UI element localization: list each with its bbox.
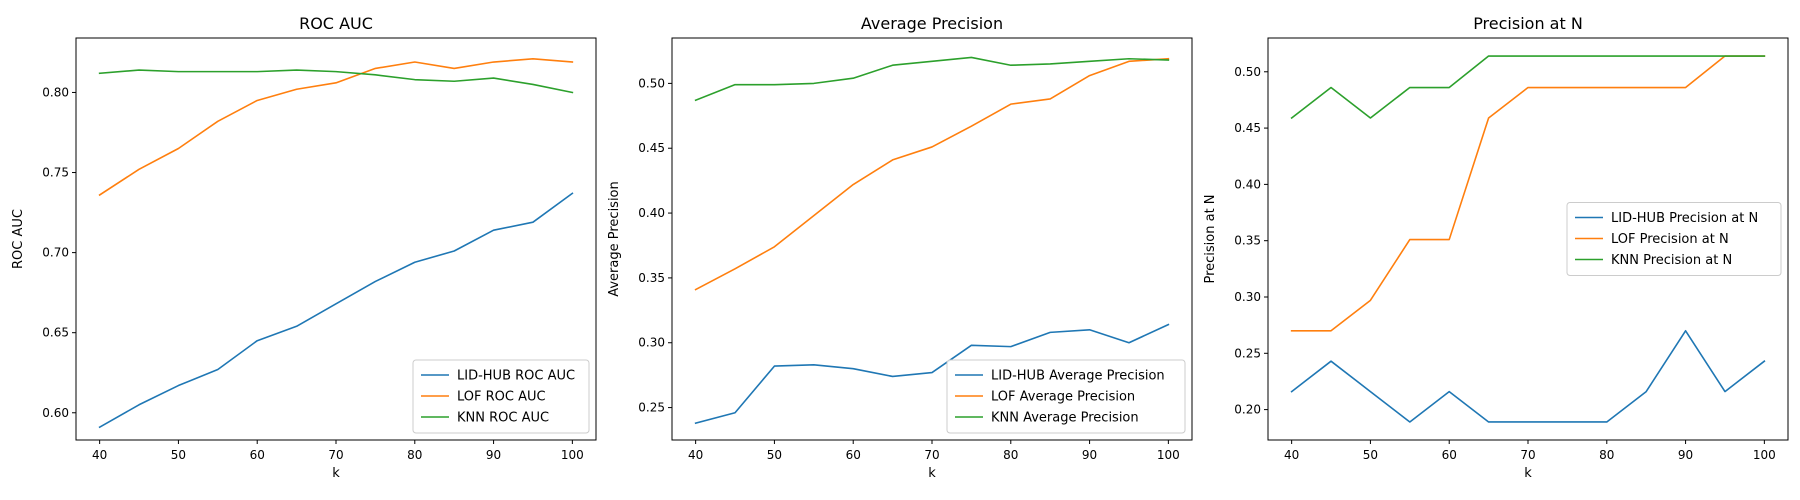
y-tick-label: 0.50	[638, 76, 665, 90]
x-tick-label: 100	[561, 448, 584, 462]
y-tick-label: 0.30	[638, 336, 665, 350]
series-line-2	[1290, 55, 1766, 332]
x-tick-label: 40	[1284, 448, 1299, 462]
x-tick-label: 100	[1157, 448, 1180, 462]
x-tick-label: 70	[328, 448, 343, 462]
legend-label: LOF Precision at N	[1611, 232, 1729, 247]
legend-label: KNN Average Precision	[991, 411, 1139, 426]
x-tick-label: 80	[1003, 448, 1018, 462]
x-tick-label: 100	[1753, 448, 1776, 462]
y-tick-label: 0.65	[42, 326, 69, 340]
y-axis-label: ROC AUC	[11, 209, 26, 269]
chart-panel-1: ROC AUC 40 50 60 70 80 90 100 0.60 0.65 0.70 0.75 0.…	[11, 14, 597, 481]
x-tick-label: 80	[1599, 448, 1614, 462]
x-tick-label: 60	[1442, 448, 1457, 462]
x-tick-label: 80	[407, 448, 422, 462]
series-line-2	[694, 57, 1170, 291]
series-line-3	[694, 56, 1170, 102]
x-tick-label: 50	[1363, 448, 1378, 462]
series-line-3	[1290, 55, 1766, 120]
y-tick-label: 0.25	[1234, 346, 1261, 360]
legend: LID-HUB ROC AUC LOF ROC AUC KNN ROC AUC	[412, 359, 590, 434]
y-axis-label: Average Precision	[607, 181, 622, 297]
x-tick-label: 60	[846, 448, 861, 462]
series-line-3	[98, 69, 574, 94]
x-axis-label: k	[1524, 466, 1532, 481]
series-line-1	[1290, 329, 1766, 423]
x-tick-label: 50	[171, 448, 186, 462]
x-axis-label: k	[332, 466, 340, 481]
x-tick-label: 50	[767, 448, 782, 462]
y-tick-label: 0.20	[1234, 403, 1261, 417]
y-axis-label: Precision at N	[1203, 194, 1218, 283]
legend-label: LOF Average Precision	[991, 390, 1135, 405]
legend: LID-HUB Average Precision LOF Average Pre…	[946, 359, 1186, 434]
y-tick-label: 0.40	[638, 206, 665, 220]
chart-title: Average Precision	[861, 14, 1003, 33]
y-tick-label: 0.30	[1234, 290, 1261, 304]
legend-label: LOF ROC AUC	[457, 390, 546, 405]
y-tick-label: 0.25	[638, 401, 665, 415]
series-line-2	[98, 58, 574, 197]
legend-box	[412, 359, 590, 434]
legend-label: KNN ROC AUC	[457, 411, 549, 426]
x-tick-label: 90	[486, 448, 501, 462]
x-tick-label: 70	[1520, 448, 1535, 462]
legend-label: LID-HUB Average Precision	[991, 369, 1165, 384]
legend-box	[1566, 202, 1782, 276]
x-axis-label: k	[928, 466, 936, 481]
y-tick-label: 0.45	[1234, 121, 1261, 135]
y-tick-label: 0.35	[1234, 234, 1261, 248]
legend-label: KNN Precision at N	[1611, 253, 1732, 268]
legend: LID-HUB Precision at N LOF Precision at N…	[1566, 202, 1782, 276]
x-tick-label: 40	[688, 448, 703, 462]
y-tick-label: 0.80	[42, 85, 69, 99]
x-tick-label: 60	[250, 448, 265, 462]
x-tick-label: 90	[1678, 448, 1693, 462]
chart-panel-2: Average Precision 40 50 60 70 80 90 100 0.25 0.30…	[607, 14, 1193, 481]
legend-box	[946, 359, 1186, 434]
chart-title: Precision at N	[1473, 14, 1583, 33]
y-tick-label: 0.75	[42, 166, 69, 180]
x-tick-label: 40	[92, 448, 107, 462]
legend-label: LID-HUB ROC AUC	[457, 369, 575, 384]
x-tick-label: 90	[1082, 448, 1097, 462]
y-tick-label: 0.50	[1234, 65, 1261, 79]
y-tick-label: 0.35	[638, 271, 665, 285]
chart-panel-3: Precision at N 40 50 60 70 80 90 100 0.20 0.25 0.3…	[1203, 14, 1789, 481]
y-tick-label: 0.70	[42, 246, 69, 260]
y-tick-label: 0.45	[638, 141, 665, 155]
legend-label: LID-HUB Precision at N	[1611, 211, 1758, 226]
x-tick-label: 70	[924, 448, 939, 462]
y-tick-label: 0.60	[42, 406, 69, 420]
chart-title: ROC AUC	[299, 14, 373, 33]
series-line-1	[98, 192, 574, 429]
series-line-1	[694, 323, 1170, 425]
y-tick-label: 0.40	[1234, 177, 1261, 191]
